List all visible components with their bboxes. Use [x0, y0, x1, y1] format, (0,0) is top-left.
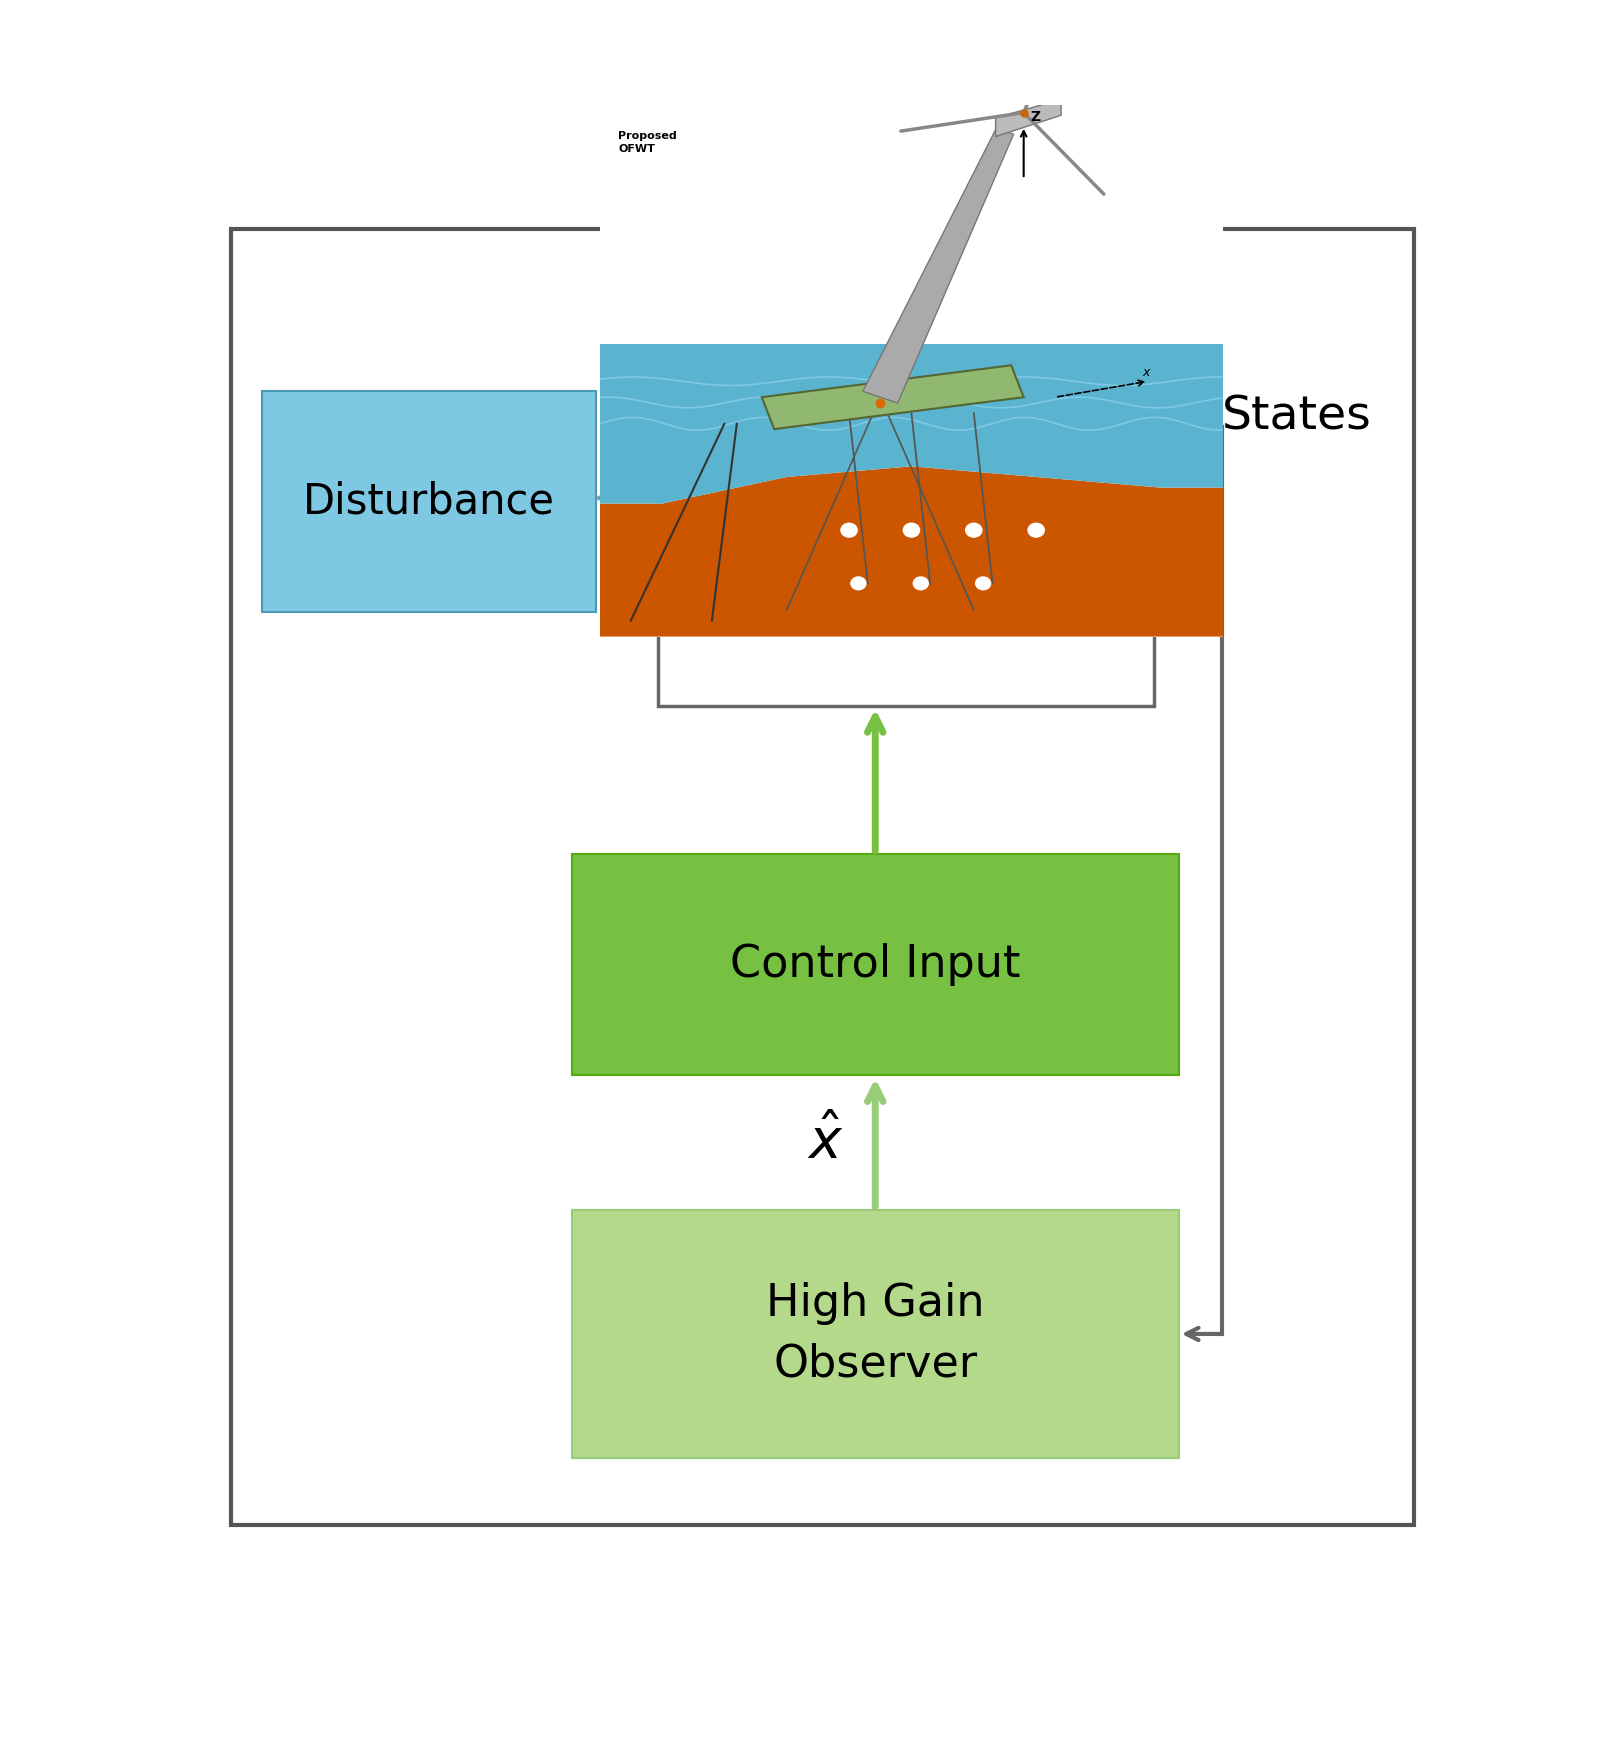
- Circle shape: [1028, 523, 1044, 537]
- Circle shape: [975, 577, 991, 589]
- Text: $\hat{x}$: $\hat{x}$: [807, 1116, 844, 1170]
- Circle shape: [903, 523, 919, 537]
- Circle shape: [841, 523, 857, 537]
- FancyBboxPatch shape: [572, 855, 1178, 1076]
- FancyBboxPatch shape: [572, 1210, 1178, 1458]
- Polygon shape: [600, 466, 1223, 637]
- Text: Control Input: Control Input: [731, 944, 1020, 985]
- FancyBboxPatch shape: [262, 391, 596, 612]
- Text: States: States: [1222, 394, 1372, 439]
- Polygon shape: [996, 99, 1062, 136]
- Polygon shape: [863, 129, 1014, 403]
- Text: x: x: [1142, 366, 1150, 378]
- Polygon shape: [600, 344, 1223, 504]
- Polygon shape: [761, 364, 1023, 429]
- Circle shape: [913, 577, 929, 589]
- Circle shape: [966, 523, 982, 537]
- Circle shape: [851, 577, 867, 589]
- Text: High Gain
Observer: High Gain Observer: [766, 1282, 985, 1385]
- Text: Z: Z: [1030, 110, 1039, 124]
- FancyBboxPatch shape: [230, 230, 1415, 1526]
- Text: Proposed
OFWT: Proposed OFWT: [619, 131, 676, 153]
- FancyBboxPatch shape: [659, 283, 1154, 706]
- Text: Disturbance: Disturbance: [304, 480, 555, 523]
